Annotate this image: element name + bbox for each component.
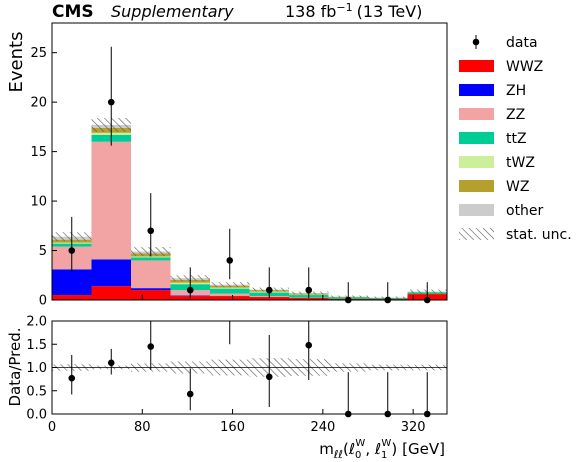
legend-swatch-zh — [459, 84, 494, 96]
bar-ttz-bin-4 — [210, 288, 250, 294]
xtick-label-80: 80 — [134, 420, 151, 435]
ratio-point-bin-1 — [107, 359, 115, 367]
ratio-point-bin-3 — [186, 390, 194, 398]
ratio-point-bin-0 — [68, 374, 76, 382]
xtick-label-160: 160 — [220, 420, 245, 435]
ratio-point-bin-5 — [265, 373, 273, 381]
data-point-bin-3 — [186, 286, 194, 294]
y-axis-label-ratio: Data/Pred. — [6, 327, 24, 406]
legend-label-zh: ZH — [506, 83, 526, 99]
ratio-ytick-label-2.0: 2.0 — [26, 315, 47, 330]
data-point-bin-0 — [68, 247, 76, 254]
main-stack — [52, 124, 447, 300]
main-axes: 0 5 10 15 20 25 — [30, 22, 448, 309]
ratio-point-bin-6 — [305, 341, 313, 349]
ratio-ytick-label-0.0: 0.0 — [26, 408, 47, 423]
bar-wwz-bin-4 — [210, 296, 250, 300]
legend-label-stat-unc: stat. unc. — [506, 227, 572, 243]
legend-label-ttz: ttZ — [506, 131, 527, 147]
x-axis-label: mℓℓ(ℓ0W, ℓ1W) [GeV] — [319, 438, 445, 461]
data-point-bin-1 — [107, 98, 115, 106]
stat-unc-bin-4 — [210, 282, 250, 288]
xtick-label-240: 240 — [310, 420, 335, 435]
bar-wwz-bin-0 — [52, 295, 92, 300]
ratio-axes: 0.0 0.5 1.0 1.5 2.0 0 80 160 240 320 — [26, 315, 448, 435]
bar-wwz-bin-2 — [131, 290, 171, 300]
main-data-points — [68, 46, 431, 304]
main-ytick-label-5: 5 — [39, 244, 47, 259]
legend-swatch-wz — [459, 180, 494, 192]
bar-zz-bin-4 — [210, 293, 250, 297]
legend-label-wwz: WWZ — [506, 59, 543, 75]
legend-swatch-zz — [459, 108, 494, 120]
main-ytick-label-0: 0 — [39, 294, 47, 309]
legend-swatch-twz — [459, 156, 494, 168]
legend-label-data: data — [506, 35, 538, 51]
ratio-ytick-label-1.0: 1.0 — [26, 361, 47, 376]
data-point-bin-6 — [305, 286, 313, 294]
bar-wwz-bin-1 — [91, 286, 131, 300]
bar-zz-bin-2 — [131, 260, 171, 289]
main-frame — [51, 22, 448, 301]
bar-ttz-bin-2 — [131, 257, 171, 261]
xtick-label-320: 320 — [401, 420, 426, 435]
supplementary-label: Supplementary — [111, 2, 234, 21]
ratio-ytick-label-1.5: 1.5 — [26, 338, 47, 353]
legend-data-marker — [472, 38, 480, 46]
legend-label-wz: WZ — [506, 179, 529, 195]
bar-zh-bin-0 — [52, 269, 92, 296]
legend-swatch-ttz — [459, 132, 494, 144]
legend-label-zz: ZZ — [506, 107, 525, 123]
bar-zz-bin-1 — [91, 141, 131, 260]
bar-wwz-bin-5 — [249, 297, 289, 300]
bar-wwz-bin-6 — [289, 298, 329, 300]
main-ytick-label-10: 10 — [30, 195, 47, 210]
bar-zh-bin-2 — [131, 288, 171, 291]
legend-swatch-stat-unc — [459, 228, 494, 240]
legend-swatch-other — [459, 204, 494, 216]
main-ytick-label-25: 25 — [30, 46, 47, 61]
legend-label-other: other — [506, 203, 544, 219]
bar-twz-bin-2 — [131, 256, 171, 258]
bar-twz-bin-4 — [210, 287, 250, 289]
data-point-bin-5 — [265, 286, 273, 294]
xtick-label-0: 0 — [48, 420, 56, 435]
ratio-point-bin-2 — [147, 343, 155, 350]
data-point-bin-2 — [147, 227, 155, 235]
main-ytick-label-15: 15 — [30, 145, 47, 160]
y-axis-label-main: Events — [6, 32, 27, 93]
ratio-data-points — [68, 321, 431, 418]
cms-label: CMS — [52, 2, 94, 22]
legend: data WWZ ZH ZZ ttZ tWZ WZ other stat. unc. — [459, 35, 572, 243]
data-point-bin-4 — [226, 257, 234, 264]
ratio-ytick-label-0.5: 0.5 — [26, 384, 47, 399]
legend-swatch-wwz — [459, 60, 494, 72]
bar-zh-bin-1 — [91, 259, 131, 287]
main-ytick-label-20: 20 — [30, 96, 47, 111]
luminosity-label: 138 fb−1 (13 TeV) — [285, 1, 422, 21]
legend-label-twz: tWZ — [506, 155, 535, 171]
